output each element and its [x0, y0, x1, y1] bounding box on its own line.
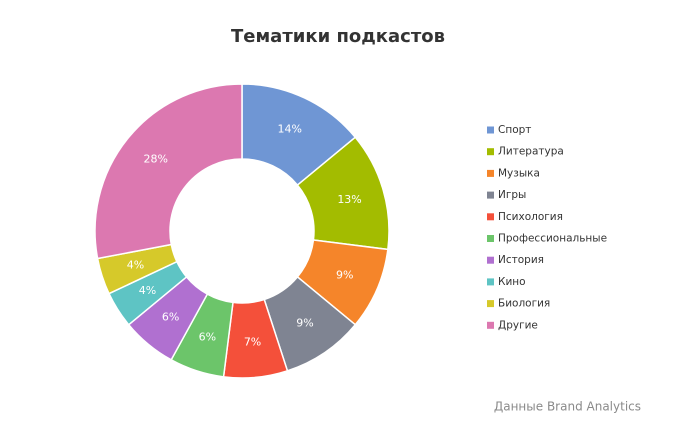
- source-note: Данные Brand Analytics: [494, 400, 641, 414]
- legend-swatch: [487, 278, 494, 286]
- data-label: 6%: [199, 331, 216, 344]
- legend-label: Профессиональные: [498, 233, 607, 245]
- data-label: 7%: [244, 336, 261, 349]
- legend-swatch: [487, 235, 494, 242]
- data-label: 14%: [277, 123, 301, 136]
- data-label: 4%: [139, 284, 156, 297]
- data-label: 28%: [143, 153, 167, 166]
- legend-label: Спорт: [498, 124, 531, 136]
- legend-label: История: [498, 254, 544, 266]
- legend-label: Музыка: [498, 167, 540, 179]
- legend-swatch: [487, 148, 494, 156]
- legend-swatch: [487, 126, 494, 134]
- data-label: 9%: [336, 268, 353, 281]
- legend-label: Литература: [498, 146, 564, 158]
- chart-title: Тематики подкастов: [231, 26, 445, 47]
- legend-label: Игры: [498, 189, 526, 201]
- legend-swatch: [487, 256, 494, 264]
- legend-swatch: [487, 191, 494, 199]
- legend-swatch: [487, 300, 494, 308]
- data-label: 13%: [337, 193, 361, 206]
- legend-label: Кино: [498, 276, 526, 288]
- legend-label: Биология: [498, 298, 550, 310]
- data-label: 4%: [127, 259, 144, 272]
- data-label: 6%: [162, 310, 179, 323]
- legend-label: Психология: [498, 211, 563, 223]
- legend-swatch: [487, 213, 494, 221]
- donut-slice: [94, 83, 243, 260]
- data-label: 9%: [296, 317, 313, 330]
- legend-swatch: [487, 169, 494, 177]
- legend-label: Другие: [498, 319, 538, 331]
- legend-swatch: [487, 321, 494, 329]
